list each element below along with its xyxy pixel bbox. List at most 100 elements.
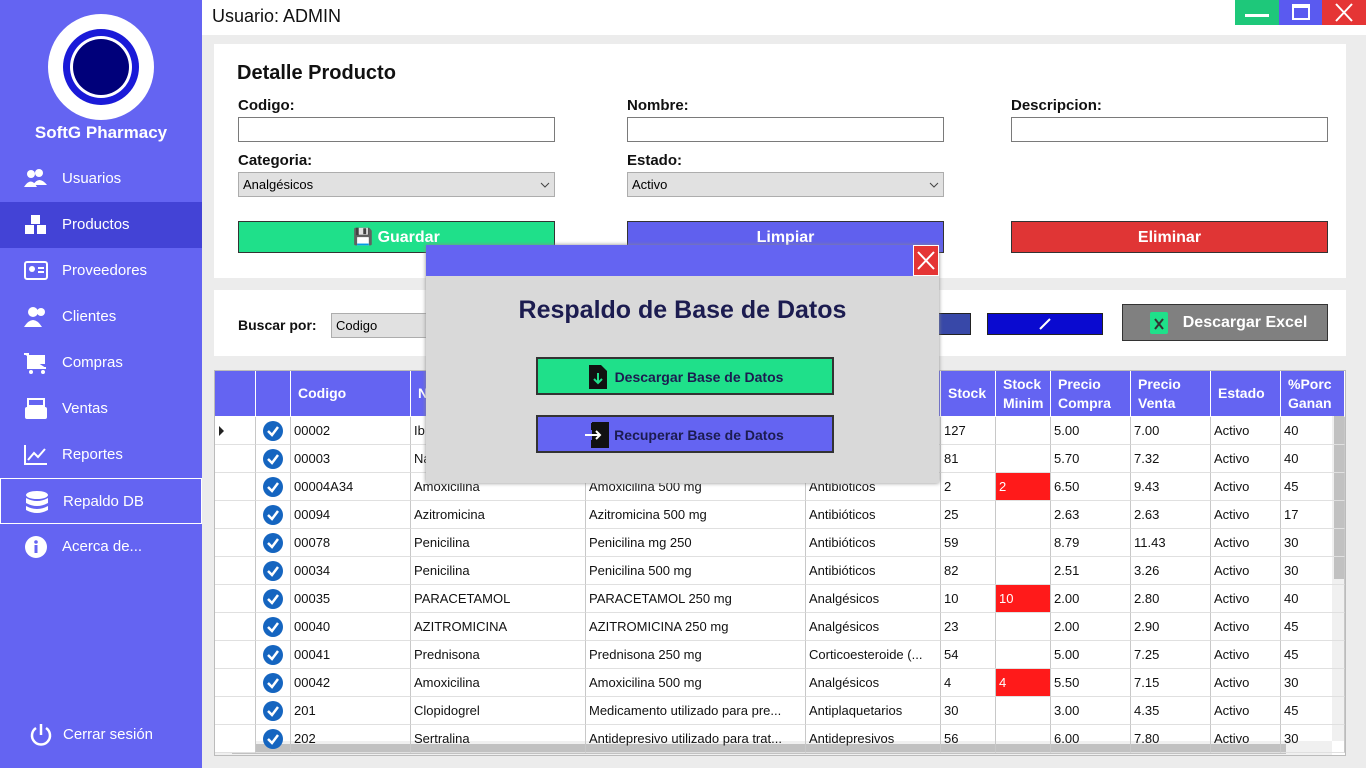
text-input[interactable] xyxy=(1011,117,1328,142)
table-cell: Penicilina xyxy=(411,529,586,557)
table-cell: 45 xyxy=(1281,697,1345,725)
row-header[interactable] xyxy=(215,557,256,585)
select[interactable]: Analgésicos xyxy=(238,172,555,197)
icon xyxy=(1039,318,1051,330)
table-cell: AZITROMICINA 250 mg xyxy=(586,613,806,641)
field-label: Categoria: xyxy=(238,152,313,169)
table-cell: 5.00 xyxy=(1051,641,1131,669)
column-header[interactable]: %Porc Ganan xyxy=(1281,371,1345,416)
table-cell: Antiplaquetarios xyxy=(806,697,941,725)
close-button[interactable] xyxy=(1322,0,1366,25)
dialog-close[interactable] xyxy=(913,245,939,276)
table-cell: Antibióticos xyxy=(806,557,941,585)
row-header[interactable] xyxy=(215,529,256,557)
row-checkbox[interactable] xyxy=(256,641,291,669)
table-cell: 7.15 xyxy=(1131,669,1211,697)
table-cell: 00078 xyxy=(291,529,411,557)
table-cell: 2.63 xyxy=(1051,501,1131,529)
table-cell: 10 xyxy=(941,585,996,613)
row-header[interactable] xyxy=(215,417,256,445)
restore-db-button[interactable]: Recuperar Base de Datos xyxy=(536,415,834,453)
column-header[interactable]: Stock xyxy=(941,371,996,416)
table-cell: Analgésicos xyxy=(806,613,941,641)
table-cell: Medicamento utilizado para pre... xyxy=(586,697,806,725)
column-title: %Porc Ganan xyxy=(1288,375,1332,411)
row-checkbox[interactable] xyxy=(256,473,291,501)
table-cell: 8.79 xyxy=(1051,529,1131,557)
row-checkbox[interactable] xyxy=(256,501,291,529)
row-header[interactable] xyxy=(215,725,256,753)
table-cell: 2 xyxy=(941,473,996,501)
horizontal-scrollbar[interactable] xyxy=(215,741,1332,755)
menu-item[interactable]: Acerca de... xyxy=(0,524,202,570)
scroll-thumb[interactable] xyxy=(232,744,1286,754)
icon xyxy=(917,251,935,270)
row-checkbox[interactable] xyxy=(256,613,291,641)
column-header[interactable]: Estado xyxy=(1211,371,1281,416)
row-header[interactable] xyxy=(215,501,256,529)
menu-label: Clientes xyxy=(62,308,117,325)
field-label: Codigo: xyxy=(238,97,295,114)
select-value: Codigo xyxy=(336,318,378,333)
row-header[interactable] xyxy=(215,669,256,697)
row-header[interactable] xyxy=(215,613,256,641)
column-header[interactable]: Precio Compra xyxy=(1051,371,1131,416)
row-checkbox[interactable] xyxy=(256,697,291,725)
icon xyxy=(263,421,283,441)
table-cell: 40 xyxy=(1281,417,1345,445)
row-header[interactable] xyxy=(215,697,256,725)
delete-button[interactable]: Eliminar xyxy=(1011,221,1328,253)
table-cell: 81 xyxy=(941,445,996,473)
row-checkbox[interactable] xyxy=(256,529,291,557)
download-db-button[interactable]: Descargar Base de Datos xyxy=(536,357,834,395)
row-checkbox[interactable] xyxy=(256,585,291,613)
table-cell: Clopidogrel xyxy=(411,697,586,725)
minimize-button[interactable] xyxy=(1235,0,1279,25)
icon xyxy=(263,449,283,469)
menu-item[interactable]: Reportes xyxy=(0,432,202,478)
excel-button[interactable]: Descargar Excel xyxy=(1122,304,1328,341)
icon xyxy=(540,182,550,188)
button-label: Limpiar xyxy=(756,229,815,246)
row-checkbox[interactable] xyxy=(256,669,291,697)
menu-item[interactable]: Proveedores xyxy=(0,248,202,294)
column-title: N xyxy=(418,385,429,401)
table-cell: 00003 xyxy=(291,445,411,473)
clear-search-button[interactable] xyxy=(987,313,1103,335)
row-header[interactable] xyxy=(215,585,256,613)
row-header[interactable] xyxy=(215,445,256,473)
menu-item[interactable]: Clientes xyxy=(0,294,202,340)
table-cell: Activo xyxy=(1211,697,1281,725)
menu-item[interactable]: Productos xyxy=(0,202,202,248)
row-header[interactable] xyxy=(215,473,256,501)
table-cell xyxy=(996,417,1051,445)
menu-item[interactable]: Usuarios xyxy=(0,156,202,202)
column-header[interactable]: Codigo xyxy=(291,371,411,416)
row-checkbox[interactable] xyxy=(256,417,291,445)
column-header[interactable]: Stock Minim xyxy=(996,371,1051,416)
row-header[interactable] xyxy=(215,641,256,669)
table-cell: 7.25 xyxy=(1131,641,1211,669)
row-checkbox[interactable] xyxy=(256,725,291,753)
maximize-button[interactable] xyxy=(1279,0,1322,25)
row-checkbox[interactable] xyxy=(256,557,291,585)
select[interactable]: Activo xyxy=(627,172,944,197)
menu-item[interactable]: Compras xyxy=(0,340,202,386)
table-cell: 23 xyxy=(941,613,996,641)
menu-item[interactable]: Repaldo DB xyxy=(0,478,202,524)
table-cell: PARACETAMOL 250 mg xyxy=(586,585,806,613)
icon xyxy=(25,215,46,234)
row-checkbox[interactable] xyxy=(256,445,291,473)
table-cell xyxy=(996,445,1051,473)
scroll-thumb[interactable] xyxy=(1334,389,1344,579)
sidebar: SoftG Pharmacy Cerrar sesión Usuarios Pro… xyxy=(0,0,202,768)
text-input[interactable] xyxy=(627,117,944,142)
save-button[interactable]: 💾 Guardar xyxy=(238,221,555,253)
menu-item[interactable]: Ventas xyxy=(0,386,202,432)
text-input[interactable] xyxy=(238,117,555,142)
logout[interactable]: Cerrar sesión xyxy=(0,712,202,758)
column-header[interactable]: Precio Venta xyxy=(1131,371,1211,416)
menu-label: Ventas xyxy=(62,400,108,417)
table-cell: Antibióticos xyxy=(806,529,941,557)
table-cell: 202 xyxy=(291,725,411,753)
